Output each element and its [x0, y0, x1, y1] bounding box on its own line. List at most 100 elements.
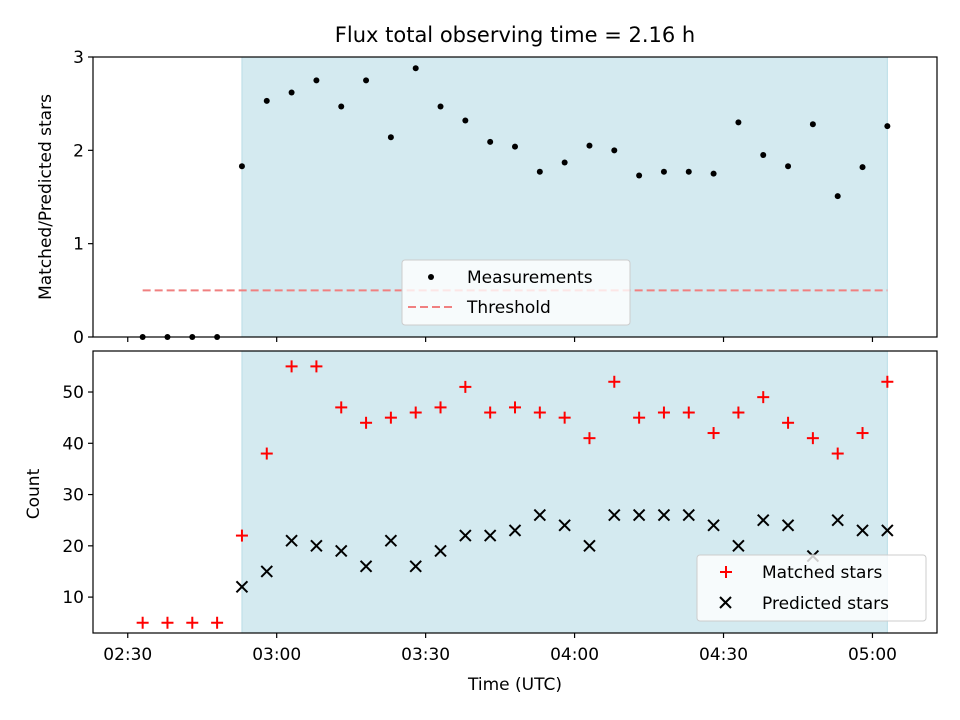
- predicted-star-point: [781, 519, 795, 532]
- predicted-star-point: [831, 513, 844, 527]
- predicted-star-point: [757, 513, 770, 527]
- legend-label-measurements: Measurements: [467, 268, 593, 288]
- x-axis-label: Time (UTC): [467, 675, 562, 695]
- matched-star-point: [608, 375, 621, 388]
- measurement-point: [735, 119, 742, 126]
- top-panel-frame: [92, 56, 938, 338]
- y-tick-label: 3: [73, 48, 84, 68]
- matched-star-point: [260, 447, 273, 460]
- measurement-point: [660, 168, 667, 175]
- predicted-star-point: [558, 519, 571, 532]
- measurement-point: [710, 170, 717, 177]
- predicted-star-point: [235, 580, 249, 594]
- legend-marker-measurements: [428, 274, 434, 280]
- predicted-star-point: [359, 560, 373, 573]
- bottom-y-axis-label: Count: [24, 468, 44, 519]
- measurement-point: [859, 164, 866, 171]
- measurement-point: [412, 65, 419, 72]
- measurement-point: [512, 143, 518, 150]
- measurement-point: [238, 163, 245, 170]
- legend-label-threshold: Threshold: [466, 298, 551, 318]
- matched-star-point: [335, 401, 348, 414]
- predicted-star-point: [632, 508, 646, 522]
- measurement-point: [263, 97, 270, 104]
- measurement-point: [487, 138, 494, 145]
- measurement-point: [586, 142, 593, 149]
- measurement-point: [313, 77, 320, 84]
- matched-star-point: [732, 406, 745, 419]
- legend-marker-predicted-stars: [719, 596, 732, 609]
- bottom-legend: Matched stars Predicted stars: [696, 554, 927, 622]
- legend-marker-matched-stars: [720, 566, 732, 578]
- predicted-star-point: [260, 565, 273, 578]
- predicted-star-point: [682, 508, 695, 522]
- matched-star-point: [360, 416, 373, 429]
- y-tick-label: 40: [62, 434, 84, 454]
- y-tick-label: 2: [73, 141, 84, 161]
- matched-star-point: [558, 411, 571, 424]
- y-tick-label: 30: [62, 486, 84, 506]
- matched-star-point: [409, 406, 422, 419]
- measurement-point: [636, 172, 643, 179]
- matched-star-point: [161, 616, 174, 629]
- matched-star-point: [211, 616, 224, 629]
- y-tick-label: 50: [62, 383, 84, 403]
- measurement-point: [760, 152, 767, 158]
- measurement-point: [338, 103, 345, 110]
- y-tick-label: 20: [62, 537, 84, 557]
- bottom-legend-box: [696, 554, 927, 622]
- matched-star-point: [657, 406, 670, 419]
- legend-label-matched-stars: Matched stars: [762, 563, 882, 583]
- matched-star-point: [682, 406, 695, 419]
- matched-star-point: [384, 411, 397, 424]
- predicted-star-point: [608, 508, 621, 522]
- measurement-point: [785, 163, 792, 170]
- measurement-point: [685, 168, 692, 175]
- matched-star-point: [484, 406, 497, 419]
- predicted-star-point: [285, 534, 298, 547]
- x-tick-label: 02:30: [103, 645, 152, 665]
- predicted-star-point: [335, 544, 348, 558]
- measurement-point: [288, 89, 295, 96]
- matched-star-point: [881, 375, 894, 388]
- measurement-point: [611, 147, 618, 154]
- predicted-star-point: [657, 508, 671, 522]
- predicted-star-point: [459, 529, 472, 542]
- measurement-point: [462, 117, 469, 124]
- y-tick-label: 1: [73, 235, 84, 255]
- predicted-star-point: [533, 508, 547, 522]
- y-tick-label: 10: [62, 588, 84, 608]
- x-tick-label: 03:00: [252, 645, 301, 665]
- measurement-point: [834, 193, 841, 200]
- y-tick-label: 0: [73, 328, 84, 348]
- bottom-panel: 10 20 30 40 50 02:30 03:00 03:30 04:00 04:30 05:00…: [24, 350, 938, 695]
- measurement-point: [437, 103, 444, 110]
- matched-star-point: [285, 360, 298, 373]
- bottom-panel-frame: [92, 350, 938, 634]
- measurement-point: [387, 134, 394, 141]
- predicted-star-point: [483, 529, 497, 542]
- matched-star-point: [459, 380, 472, 393]
- measurement-point: [561, 159, 568, 166]
- matched-star-point: [434, 401, 447, 414]
- measurement-point: [536, 168, 543, 175]
- matched-star-point: [186, 616, 199, 629]
- bottom-data-marks: [136, 360, 894, 629]
- legend-label-predicted-stars: Predicted stars: [762, 594, 889, 614]
- x-tick-label: 04:30: [699, 645, 748, 665]
- measurement-point: [809, 121, 816, 128]
- matched-star-point: [310, 360, 323, 373]
- predicted-star-point: [583, 539, 596, 553]
- bottom-axes: 10 20 30 40 50 02:30 03:00 03:30 04:00 04:30 05:00: [62, 383, 897, 665]
- predicted-star-point: [508, 524, 522, 537]
- chart-title: Flux total observing time = 2.16 h: [335, 23, 695, 47]
- matched-star-point: [831, 447, 844, 460]
- predicted-star-point: [707, 519, 720, 532]
- matched-star-point: [782, 416, 795, 429]
- top-axes: 0 1 2 3: [73, 48, 874, 348]
- matched-star-point: [757, 391, 770, 404]
- matched-star-point: [806, 432, 819, 445]
- matched-star-point: [583, 432, 596, 445]
